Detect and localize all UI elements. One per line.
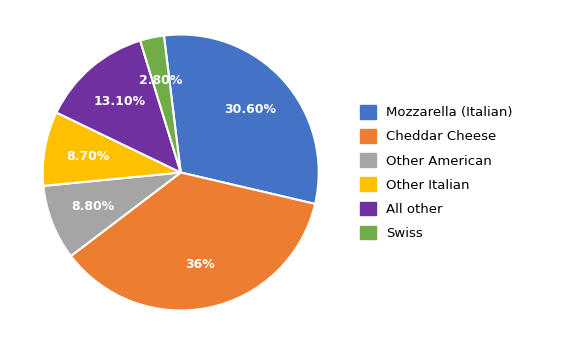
Wedge shape [71,172,315,310]
Wedge shape [43,172,181,256]
Text: 8.80%: 8.80% [72,200,115,213]
Wedge shape [43,112,181,186]
Legend: Mozzarella (Italian), Cheddar Cheese, Other American, Other Italian, All other, : Mozzarella (Italian), Cheddar Cheese, Ot… [360,105,512,240]
Text: 36%: 36% [185,258,215,271]
Text: 30.60%: 30.60% [224,103,276,116]
Text: 13.10%: 13.10% [93,95,146,108]
Wedge shape [57,41,181,172]
Wedge shape [140,36,181,172]
Text: 8.70%: 8.70% [66,149,110,162]
Wedge shape [164,34,319,204]
Text: 2.80%: 2.80% [139,74,183,87]
